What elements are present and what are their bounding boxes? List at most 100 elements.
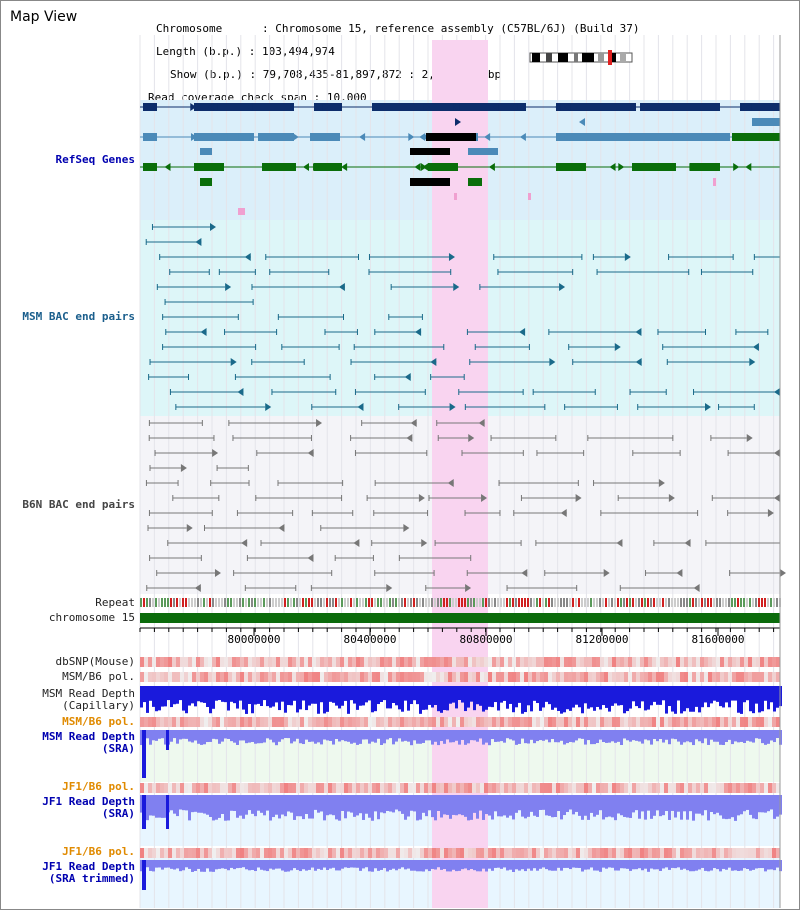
- jf1-b6-pol-2-heat: [308, 848, 312, 858]
- jf1-depth-sra-bar: [635, 795, 638, 811]
- jf1-b6-pol-2-heat: [756, 848, 760, 858]
- jf1-depth-trim-bar: [578, 860, 581, 868]
- msm-depth-sra-bar: [479, 730, 482, 739]
- dbsnp-heat: [316, 657, 320, 667]
- dbsnp-heat: [488, 657, 492, 667]
- gene-row-1-exon: [372, 103, 526, 111]
- jf1-depth-sra-bar: [734, 795, 737, 821]
- msm-b6-pol-2-heat: [644, 717, 648, 727]
- dbsnp-heat: [552, 657, 556, 667]
- msm-depth-sra-bar: [383, 730, 386, 744]
- repeat-mark: [335, 598, 337, 607]
- msm-b6-pol-2-heat: [672, 717, 676, 727]
- repeat-mark: [317, 598, 319, 607]
- jf1-depth-trim-bar: [752, 860, 755, 870]
- dbsnp-heat: [560, 657, 564, 667]
- repeat-mark: [680, 598, 682, 607]
- repeat-mark: [227, 598, 229, 607]
- ideogram-outline: [529, 52, 633, 63]
- repeat-mark: [425, 598, 427, 607]
- jf1-b6-pol-2-heat: [272, 848, 276, 858]
- msm-depth-sra-bar: [701, 730, 704, 744]
- dbsnp-heat: [652, 657, 656, 667]
- dbsnp-heat: [232, 657, 236, 667]
- dbsnp-heat: [644, 657, 648, 667]
- jf1-b6-pol-2-heat: [216, 848, 220, 858]
- msm-depth-capillary-bar: [440, 686, 443, 713]
- msm-b6-pol-2-heat: [484, 717, 488, 727]
- msm-depth-capillary-bar: [176, 686, 179, 704]
- repeat-mark: [593, 598, 595, 607]
- jf1-depth-trim-bar: [674, 860, 677, 869]
- repeat-mark: [194, 598, 196, 607]
- msm-depth-sra-bar: [455, 730, 458, 741]
- msm-depth-sra-bar: [428, 730, 431, 741]
- repeat-mark: [245, 598, 247, 607]
- jf1-depth-sra-bar: [287, 795, 290, 812]
- jf1-depth-sra-bar: [614, 795, 617, 821]
- repeat-mark: [197, 598, 199, 607]
- jf1-b6-pol-heat: [432, 783, 436, 793]
- msm-b6-pol-heat: [592, 672, 596, 682]
- jf1-depth-sra-bar: [503, 795, 506, 816]
- dbsnp-heat: [720, 657, 724, 667]
- jf1-depth-trim-bar: [239, 860, 242, 868]
- dbsnp-heat: [220, 657, 224, 667]
- msm-depth-capillary-bar: [395, 686, 398, 706]
- msm-depth-capillary-bar: [323, 686, 326, 714]
- msm-depth-capillary-bar: [593, 686, 596, 711]
- msm-depth-sra-bar: [482, 730, 485, 745]
- msm-depth-capillary-bar: [614, 686, 617, 704]
- gene-row-1-strand: [554, 103, 561, 111]
- jf1-b6-pol-heat: [428, 783, 432, 793]
- msm-b6-pol-2-heat: [300, 717, 304, 727]
- span-key: Read coverage check span: [148, 90, 307, 104]
- jf1-b6-pol-2-heat: [220, 848, 224, 858]
- repeat-mark: [602, 598, 604, 607]
- track-label-msm-depth-sra: MSM Read Depth (SRA): [42, 730, 135, 755]
- jf1-depth-sra-bar: [479, 795, 482, 811]
- track-label-msm-bac[interactable]: MSM BAC end pairs: [22, 310, 135, 323]
- dbsnp-heat: [284, 657, 288, 667]
- msm-depth-sra-bar: [209, 730, 212, 742]
- jf1-depth-trim-bar: [701, 860, 704, 868]
- dbsnp-heat: [196, 657, 200, 667]
- dbsnp-heat: [172, 657, 176, 667]
- jf1-depth-trim-bar: [482, 860, 485, 869]
- msm-bac-pair-arrow: [749, 358, 756, 366]
- jf1-b6-pol-2-heat: [300, 848, 304, 858]
- jf1-b6-pol-heat: [228, 783, 232, 793]
- msm-b6-pol-2-heat: [596, 717, 600, 727]
- jf1-b6-pol-heat: [196, 783, 200, 793]
- msm-b6-pol-heat: [468, 672, 472, 682]
- track-label-b6n-bac[interactable]: B6N BAC end pairs: [22, 498, 135, 511]
- jf1-depth-sra-bar: [206, 795, 209, 815]
- msm-depth-capillary-bar: [503, 686, 506, 701]
- dbsnp-heat: [320, 657, 324, 667]
- msm-b6-pol-heat: [168, 672, 172, 682]
- jf1-b6-pol-2-heat: [536, 848, 540, 858]
- msm-depth-capillary-bar: [683, 686, 686, 712]
- msm-depth-sra-bar: [509, 730, 512, 740]
- dbsnp-heat: [276, 657, 280, 667]
- msm-depth-sra-bar: [281, 730, 284, 740]
- msm-b6-pol-heat: [184, 672, 188, 682]
- jf1-b6-pol-heat: [760, 783, 764, 793]
- repeat-mark: [368, 598, 370, 607]
- jf1-depth-sra-bar: [290, 795, 293, 813]
- dbsnp-heat: [592, 657, 596, 667]
- track-label-refseq[interactable]: RefSeq Genes: [55, 153, 135, 166]
- jf1-depth-sra-bar: [590, 795, 593, 813]
- repeat-mark: [140, 598, 142, 607]
- gene-row-1-strand: [453, 103, 460, 111]
- jf1-depth-sra-bar: [236, 795, 239, 818]
- jf1-depth-trim-bar: [557, 860, 560, 868]
- msm-b6-pol-heat: [648, 672, 652, 682]
- msm-b6-pol-heat: [720, 672, 724, 682]
- repeat-mark: [548, 598, 550, 607]
- repeat-mark: [620, 598, 622, 607]
- jf1-b6-pol-2-heat: [600, 848, 604, 858]
- jf1-depth-sra-bar: [767, 795, 770, 812]
- repeat-mark: [599, 598, 601, 607]
